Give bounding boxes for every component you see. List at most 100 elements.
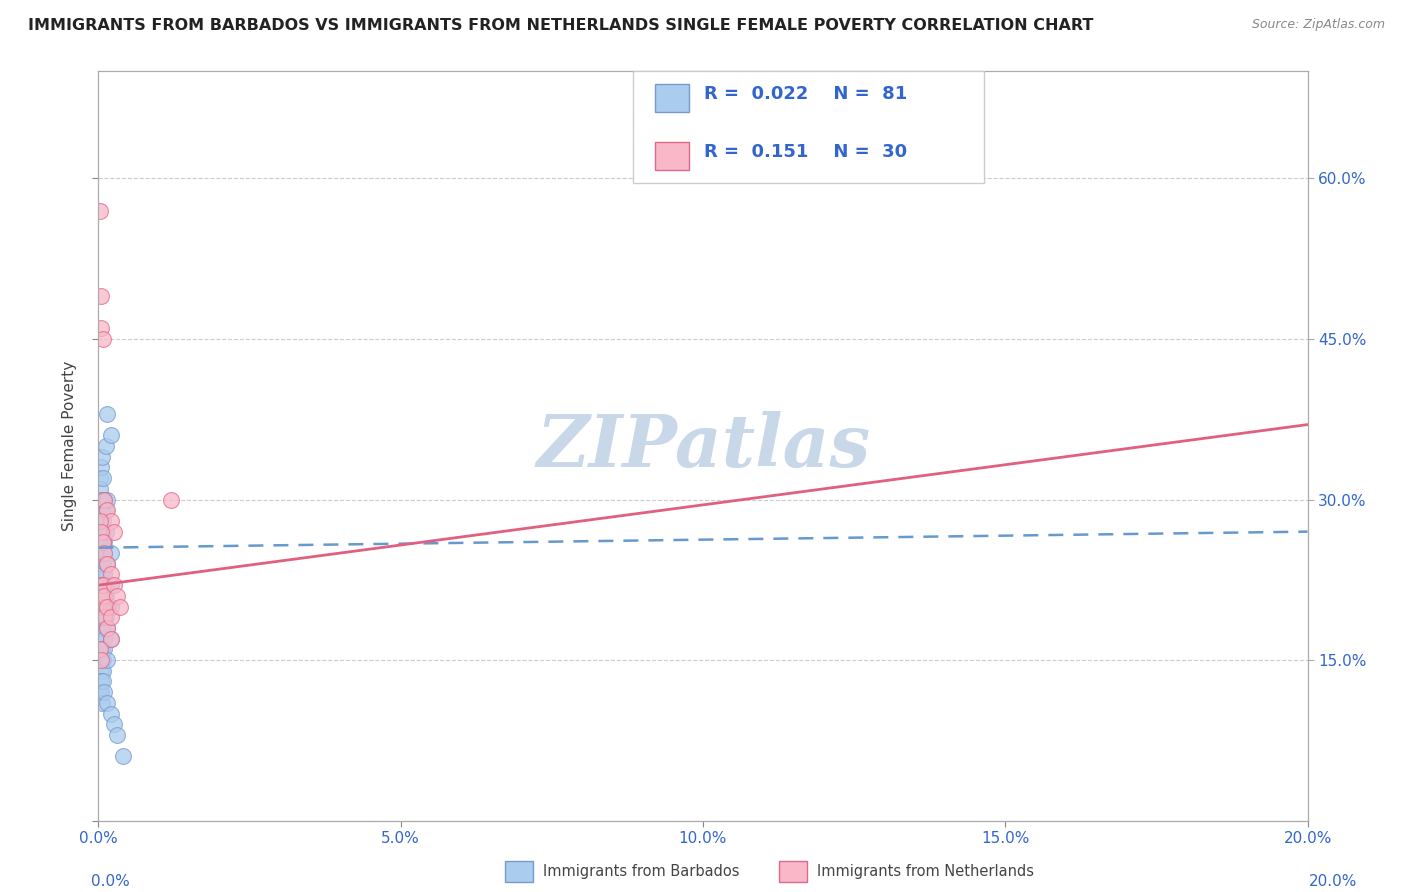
Point <box>96 407 118 421</box>
Point <box>89 482 111 496</box>
Point <box>91 578 114 592</box>
Point <box>100 546 122 560</box>
Point <box>93 567 115 582</box>
Text: IMMIGRANTS FROM BARBADOS VS IMMIGRANTS FROM NETHERLANDS SINGLE FEMALE POVERTY CO: IMMIGRANTS FROM BARBADOS VS IMMIGRANTS F… <box>28 18 1094 33</box>
Point <box>91 503 114 517</box>
Point <box>160 492 183 507</box>
Point <box>100 599 122 614</box>
Point <box>96 557 118 571</box>
Point <box>90 578 112 592</box>
Point <box>93 589 115 603</box>
Point <box>90 599 112 614</box>
Point <box>93 546 115 560</box>
Point <box>94 503 117 517</box>
Point <box>100 567 122 582</box>
Point <box>91 674 114 689</box>
Text: Immigrants from Netherlands: Immigrants from Netherlands <box>817 864 1033 879</box>
Point <box>89 589 111 603</box>
Point <box>90 664 112 678</box>
Point <box>89 203 111 218</box>
Point <box>94 589 117 603</box>
Point <box>96 492 118 507</box>
Point <box>96 696 118 710</box>
Point <box>108 599 131 614</box>
Point <box>90 674 112 689</box>
Point <box>90 524 112 539</box>
Point <box>90 321 112 335</box>
Point <box>89 524 111 539</box>
Text: Source: ZipAtlas.com: Source: ZipAtlas.com <box>1251 18 1385 31</box>
Point <box>90 492 112 507</box>
Point <box>90 524 112 539</box>
Point <box>89 653 111 667</box>
Point <box>100 578 122 592</box>
Point <box>89 514 111 528</box>
Point <box>91 610 114 624</box>
Point <box>91 535 114 549</box>
Point <box>96 599 118 614</box>
Point <box>91 332 114 346</box>
Point <box>91 578 114 592</box>
Point <box>90 653 112 667</box>
Point <box>90 289 112 303</box>
Point <box>100 514 122 528</box>
Point <box>94 524 117 539</box>
Point <box>103 524 125 539</box>
Point <box>91 599 114 614</box>
Point <box>94 610 117 624</box>
Point <box>89 557 111 571</box>
Point <box>91 524 114 539</box>
Point <box>96 503 118 517</box>
Point <box>91 492 114 507</box>
Point <box>89 599 111 614</box>
Point <box>93 492 115 507</box>
Point <box>90 621 112 635</box>
Point <box>89 546 111 560</box>
Point <box>96 557 118 571</box>
Point <box>89 642 111 657</box>
Point <box>90 578 112 592</box>
Point <box>93 492 115 507</box>
Point <box>111 749 134 764</box>
Point <box>89 578 111 592</box>
Point <box>91 514 114 528</box>
Text: 0.0%: 0.0% <box>91 874 131 888</box>
Point <box>90 685 112 699</box>
Point <box>91 599 114 614</box>
Point <box>94 439 117 453</box>
Point <box>96 599 118 614</box>
Text: ZIPatlas: ZIPatlas <box>536 410 870 482</box>
Point <box>91 450 114 464</box>
Point <box>91 642 114 657</box>
Point <box>89 567 111 582</box>
Point <box>89 514 111 528</box>
Point <box>89 685 111 699</box>
Point <box>90 535 112 549</box>
Point <box>103 578 125 592</box>
Point <box>91 664 114 678</box>
Point <box>93 642 115 657</box>
Point <box>105 728 128 742</box>
Point <box>96 621 118 635</box>
Text: 20.0%: 20.0% <box>1309 874 1357 888</box>
Point <box>90 546 112 560</box>
Point <box>90 653 112 667</box>
Point <box>100 632 122 646</box>
Point <box>93 546 115 560</box>
Point <box>100 706 122 721</box>
Point <box>90 589 112 603</box>
Point <box>90 589 112 603</box>
Point <box>89 471 111 485</box>
Point <box>90 535 112 549</box>
Point <box>91 653 114 667</box>
Point <box>91 589 114 603</box>
Point <box>93 578 115 592</box>
Point <box>89 642 111 657</box>
Point <box>93 535 115 549</box>
Point <box>90 632 112 646</box>
Point <box>100 632 122 646</box>
Y-axis label: Single Female Poverty: Single Female Poverty <box>62 361 77 531</box>
Point <box>96 653 118 667</box>
Point <box>89 610 111 624</box>
Text: R =  0.151    N =  30: R = 0.151 N = 30 <box>704 143 907 161</box>
